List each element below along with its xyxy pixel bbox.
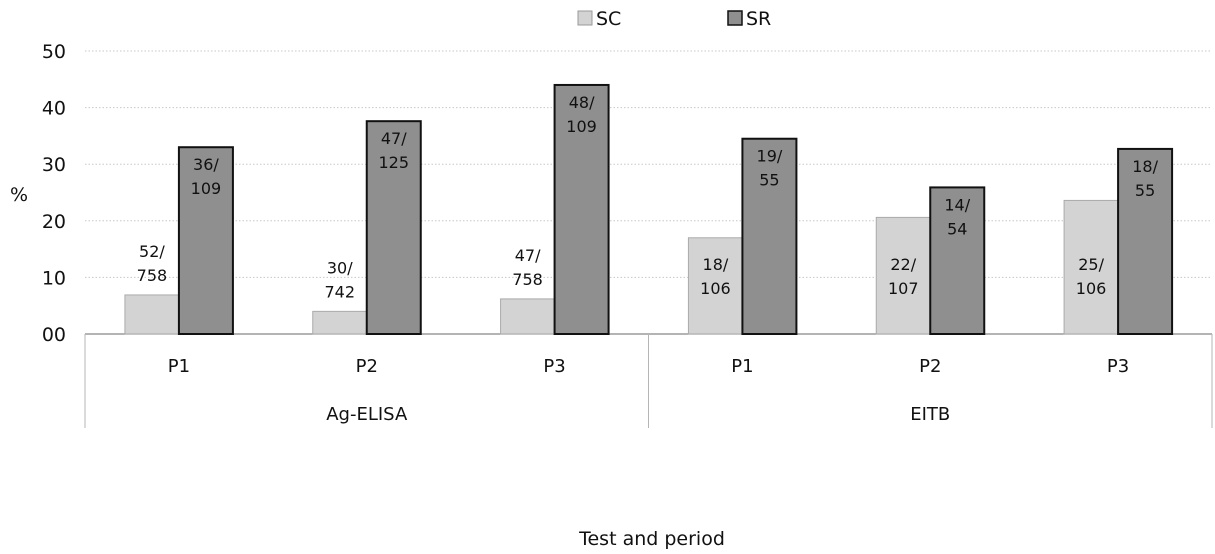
x-tick-label: P3: [1107, 356, 1129, 377]
data-label-sr: 125: [378, 153, 409, 172]
legend-label: SR: [746, 8, 771, 30]
bar-sc: [1063, 199, 1119, 335]
data-label-sr: 54: [947, 219, 967, 238]
data-label-sc: 758: [137, 266, 168, 285]
data-label-sr: 36/: [193, 155, 219, 174]
bar-sc: [312, 310, 368, 335]
bar-sr: [741, 137, 798, 335]
y-tick-label: 40: [42, 98, 66, 120]
x-tick-label: P1: [731, 356, 753, 377]
y-axis-label: %: [10, 184, 28, 206]
data-label-sr: 48/: [569, 93, 595, 112]
data-labels: 52/758 36/109 30/742 47/125 47/758 48/109 18/1…: [137, 93, 1159, 301]
x-tick-label: P2: [919, 356, 941, 377]
legend-swatch: [577, 10, 593, 26]
y-tick-label: 10: [42, 267, 66, 289]
data-label-sc: 107: [888, 279, 919, 298]
y-tick-label: 30: [42, 154, 66, 176]
legend-swatch: [727, 10, 743, 26]
y-tick-label: 20: [42, 211, 66, 233]
data-label-sc: 22/: [890, 255, 916, 274]
data-label-sc: 742: [324, 282, 355, 301]
data-label-sr: 55: [759, 171, 779, 190]
bar-sc: [875, 216, 931, 335]
axes: 00 10 20 30 40 50 P1 P2 P3 Ag-ELISA P1 P2 P3 EITB: [42, 41, 1213, 428]
data-label-sc: 25/: [1078, 255, 1104, 274]
bar-sc: [124, 294, 180, 335]
legend-label: SC: [596, 8, 621, 30]
x-tick-label: P2: [356, 356, 378, 377]
gridlines: [85, 50, 1212, 278]
data-label-sr: 55: [1135, 181, 1155, 200]
y-tick-label: 50: [42, 41, 66, 63]
data-label-sc: 30/: [327, 258, 353, 277]
data-label-sc: 758: [512, 270, 543, 289]
bar-sr: [1117, 147, 1174, 335]
bar-sr: [177, 146, 234, 335]
data-label-sr: 14/: [944, 195, 970, 214]
group-label: Ag-ELISA: [326, 404, 408, 425]
bars: [124, 83, 1174, 335]
bar-sc: [687, 237, 743, 335]
x-tick-label: P3: [543, 356, 565, 377]
data-label-sr: 109: [566, 117, 597, 136]
bar-sc: [500, 298, 556, 335]
y-tick-label: 00: [42, 324, 66, 346]
bar-sr: [553, 83, 610, 335]
data-label-sr: 47/: [381, 129, 407, 148]
x-axis-label: Test and period: [578, 528, 725, 550]
data-label-sc: 106: [700, 279, 731, 298]
data-label-sc: 106: [1076, 279, 1107, 298]
bar-sr: [929, 186, 986, 335]
x-tick-label: P1: [168, 356, 190, 377]
data-label-sr: 19/: [757, 147, 783, 166]
data-label-sc: 47/: [515, 246, 541, 265]
data-label-sr: 109: [191, 179, 222, 198]
data-label-sc: 52/: [139, 242, 165, 261]
group-label: EITB: [910, 404, 950, 425]
data-label-sc: 18/: [703, 255, 729, 274]
bar-sr: [365, 120, 422, 335]
data-label-sr: 18/: [1132, 157, 1158, 176]
legend: SC SR: [577, 8, 771, 30]
